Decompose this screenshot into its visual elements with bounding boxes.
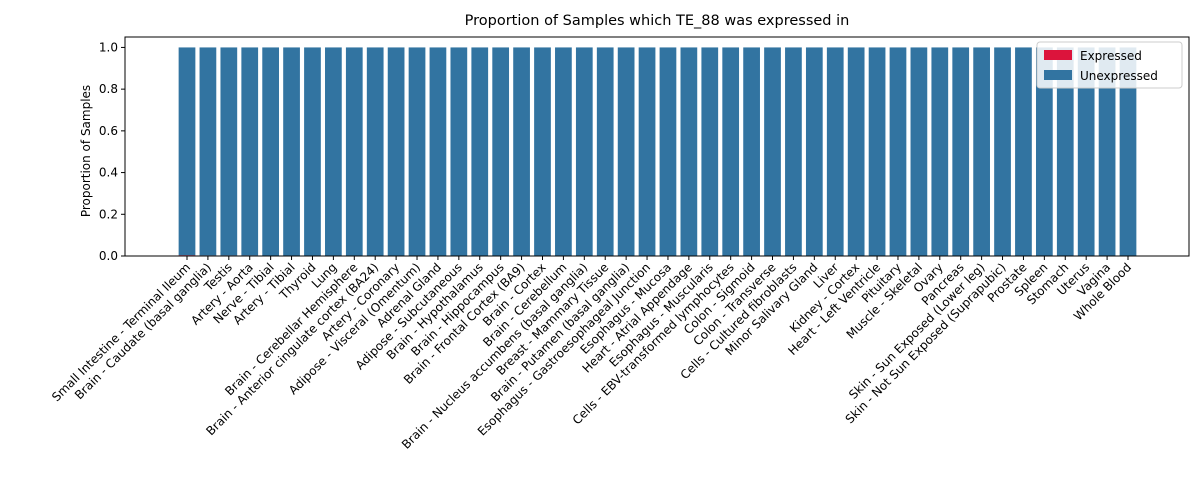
bar-unexpressed xyxy=(241,47,259,256)
bar-unexpressed xyxy=(492,47,510,256)
bar-unexpressed xyxy=(220,47,238,256)
bar-unexpressed xyxy=(262,47,280,256)
bar-unexpressed xyxy=(1035,47,1053,256)
legend-label-expressed: Expressed xyxy=(1080,49,1142,63)
bar-unexpressed xyxy=(1119,47,1137,256)
bar-unexpressed xyxy=(283,47,300,256)
legend: Expressed Unexpressed xyxy=(1036,41,1183,89)
bar-unexpressed xyxy=(743,47,760,256)
bar-unexpressed xyxy=(387,47,405,256)
bar-unexpressed xyxy=(680,47,698,256)
bar-unexpressed xyxy=(994,47,1011,256)
bars-group xyxy=(178,47,1137,257)
bar-unexpressed xyxy=(805,47,823,256)
bar-unexpressed xyxy=(513,47,530,256)
y-tick-label: 0.4 xyxy=(99,166,118,180)
bar-unexpressed xyxy=(345,47,363,256)
legend-swatch-unexpressed xyxy=(1044,70,1072,80)
legend-box xyxy=(1036,41,1183,89)
bar-unexpressed xyxy=(1098,47,1116,256)
bar-unexpressed xyxy=(659,47,677,256)
bar-unexpressed xyxy=(1056,47,1074,256)
bar-unexpressed xyxy=(931,47,949,256)
bar-unexpressed xyxy=(617,47,635,256)
y-axis-label: Proportion of Samples xyxy=(79,85,93,217)
bar-unexpressed xyxy=(847,47,865,256)
y-tick-label: 1.0 xyxy=(99,40,118,54)
y-tick-label: 0.2 xyxy=(99,207,118,221)
bar-unexpressed xyxy=(785,47,802,256)
bar-unexpressed xyxy=(366,47,384,256)
legend-swatch-expressed xyxy=(1044,50,1072,60)
bar-unexpressed xyxy=(952,47,970,256)
x-tick-label: Brain - Caudate (basal ganglia) xyxy=(72,260,214,402)
bar-unexpressed xyxy=(325,47,342,256)
bar-unexpressed xyxy=(910,47,928,256)
bar-unexpressed xyxy=(868,47,886,256)
bar-unexpressed xyxy=(471,47,489,256)
bar-unexpressed xyxy=(973,47,990,256)
bar-unexpressed xyxy=(555,47,572,256)
bar-unexpressed xyxy=(450,47,468,256)
bar-unexpressed xyxy=(826,47,844,256)
bar-unexpressed xyxy=(1077,47,1095,256)
bar-unexpressed xyxy=(304,47,321,256)
bar-unexpressed xyxy=(178,47,196,256)
x-tick-label: Small Intestine - Terminal Ileum xyxy=(49,260,193,404)
plot-frame xyxy=(124,36,1190,257)
bar-unexpressed xyxy=(722,47,740,256)
y-tick-label: 0.8 xyxy=(99,82,118,96)
y-axis: 0.0 0.2 0.4 0.6 0.8 1.0 xyxy=(99,40,125,263)
bar-unexpressed xyxy=(429,47,447,256)
bar-unexpressed xyxy=(534,47,551,256)
bar-unexpressed xyxy=(889,47,907,256)
chart-title: Proportion of Samples which TE_88 was ex… xyxy=(465,13,850,29)
y-tick-label: 0.0 xyxy=(99,249,118,263)
bar-unexpressed xyxy=(596,47,614,256)
y-tick-label: 0.6 xyxy=(99,124,118,138)
bar-unexpressed xyxy=(1015,47,1032,256)
bar-unexpressed xyxy=(575,47,593,256)
bar-unexpressed xyxy=(764,47,781,256)
bar-unexpressed xyxy=(638,47,656,256)
bar-unexpressed xyxy=(408,47,426,256)
bar-unexpressed xyxy=(199,47,217,256)
legend-label-unexpressed: Unexpressed xyxy=(1080,69,1158,83)
bar-unexpressed xyxy=(701,47,719,256)
